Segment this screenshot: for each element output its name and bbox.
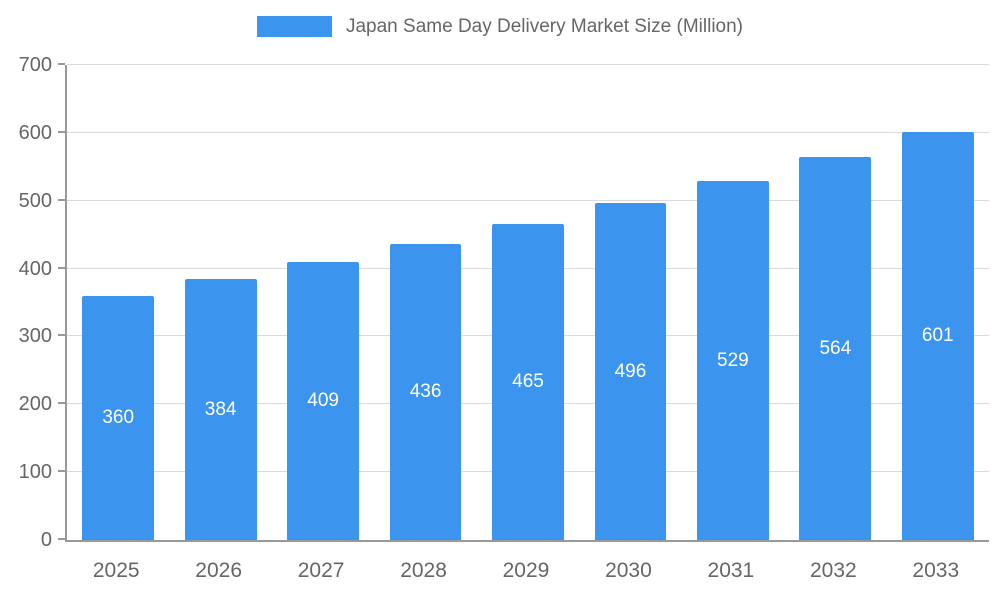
x-tick-label: 2030 xyxy=(605,559,652,582)
y-tick-label: 100 xyxy=(18,461,52,484)
y-axis-tick xyxy=(58,334,65,337)
plot-area: 360 384 409 436 465 496 529 564 601 xyxy=(58,63,989,542)
gridline xyxy=(67,199,989,201)
bar: 564 xyxy=(799,157,872,540)
x-tick-label: 2031 xyxy=(707,559,755,582)
bar-value-label: 601 xyxy=(921,325,954,347)
bar: 436 xyxy=(389,244,462,540)
y-tick-label: 600 xyxy=(18,121,52,144)
y-axis-tick xyxy=(58,402,65,405)
bar: 360 xyxy=(82,295,155,540)
y-tick-label: 300 xyxy=(18,325,52,348)
y-tick-label: 200 xyxy=(18,393,52,416)
x-tick-label: 2028 xyxy=(400,559,447,582)
x-tick-label: 2025 xyxy=(92,559,140,582)
y-axis-tick xyxy=(58,63,65,65)
y-axis-tick xyxy=(58,198,65,201)
y-axis-tick xyxy=(58,266,65,269)
gridline xyxy=(67,64,989,65)
x-tick-label: 2033 xyxy=(912,559,960,582)
bar-value-label: 465 xyxy=(512,371,544,393)
y-tick-label: 700 xyxy=(18,54,52,76)
legend-swatch xyxy=(256,16,332,37)
chart-title: Japan Same Day Delivery Market Size (Mil… xyxy=(345,16,743,37)
bar-value-label: 360 xyxy=(102,406,135,428)
y-axis-labels: 0 100 200 300 400 500 600 700 xyxy=(0,55,52,550)
bar: 465 xyxy=(492,224,564,540)
bar-value-label: 496 xyxy=(614,360,647,382)
y-tick-label: 400 xyxy=(18,257,52,280)
bar-value-label: 564 xyxy=(819,337,852,359)
bar: 496 xyxy=(594,203,667,540)
x-axis-labels: 2025 2026 2027 2028 2029 2030 2031 2032 2033 xyxy=(65,556,987,586)
x-tick-label: 2029 xyxy=(502,559,550,582)
y-tick-label: 0 xyxy=(40,529,52,551)
bar-value-label: 529 xyxy=(717,349,749,371)
y-axis-tick xyxy=(58,130,65,133)
y-tick-label: 500 xyxy=(18,189,52,212)
legend-item[interactable]: Japan Same Day Delivery Market Size (Mil… xyxy=(0,16,1000,37)
x-tick-label: 2032 xyxy=(809,559,857,582)
x-tick-label: 2027 xyxy=(297,559,345,582)
bar-value-label: 384 xyxy=(204,398,237,420)
y-axis-tick xyxy=(58,470,65,473)
bar: 601 xyxy=(901,132,974,540)
y-axis-tick xyxy=(58,538,65,540)
x-tick-label: 2026 xyxy=(195,559,243,582)
bar-value-label: 409 xyxy=(307,390,339,412)
bar-value-label: 436 xyxy=(409,381,442,403)
bar: 529 xyxy=(697,181,769,540)
bar: 384 xyxy=(184,279,257,540)
gridline xyxy=(67,131,989,133)
bar: 409 xyxy=(287,262,359,540)
